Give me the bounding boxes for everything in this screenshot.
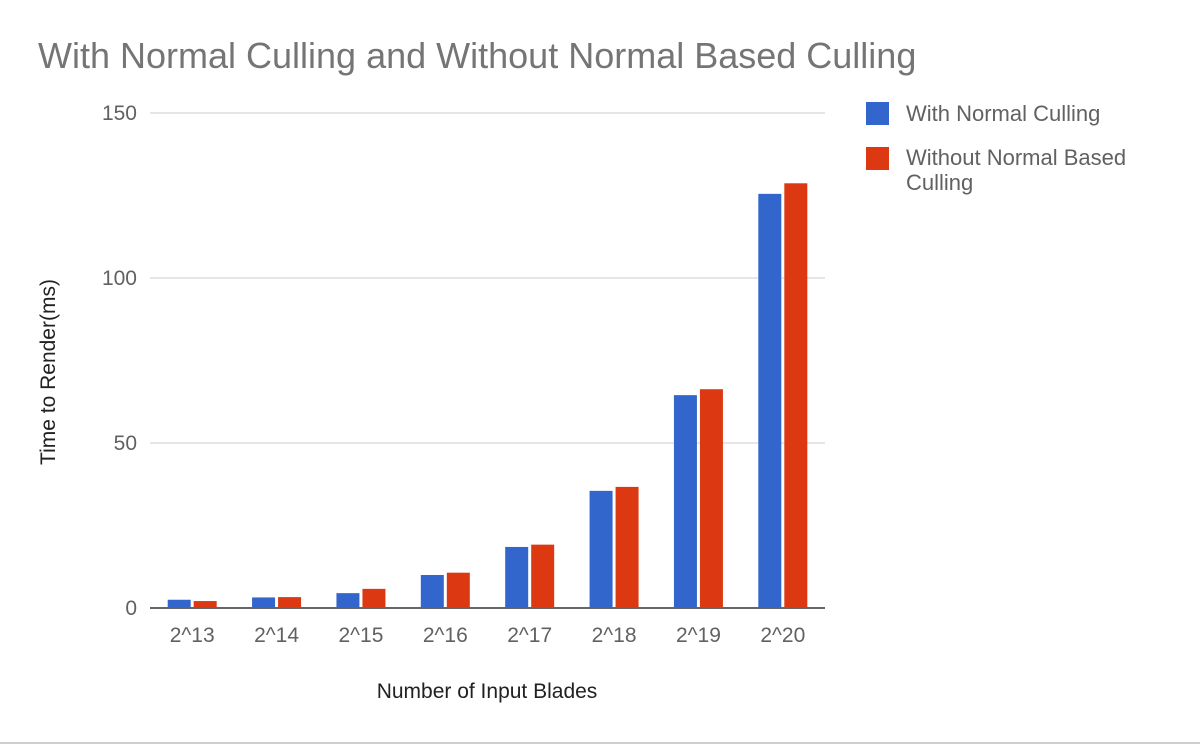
- bar-2^18-series-2: [615, 486, 639, 608]
- bar-2^15-series-2: [362, 588, 386, 608]
- bar-2^19-series-1: [673, 395, 697, 608]
- x-tick-label: 2^13: [170, 624, 215, 647]
- x-tick-label: 2^17: [507, 624, 552, 647]
- y-tick-label: 0: [125, 597, 137, 620]
- bar-2^20-series-2: [784, 183, 808, 609]
- legend-label-series-2: Without Normal Based Culling: [906, 145, 1126, 195]
- x-tick-label: 2^18: [592, 624, 637, 647]
- bar-2^15-series-1: [336, 593, 360, 608]
- legend-swatch-series-1: [866, 102, 889, 125]
- x-tick-label: 2^16: [423, 624, 468, 647]
- y-axis-label: Time to Render(ms): [37, 279, 60, 465]
- bar-2^14-series-2: [278, 597, 302, 608]
- bars: [167, 183, 808, 609]
- bar-2^13-series-2: [193, 601, 217, 608]
- x-tick-label: 2^14: [254, 624, 299, 647]
- legend: With Normal Culling Without Normal Based C…: [866, 101, 1126, 195]
- bar-2^17-series-1: [505, 546, 529, 608]
- y-tick-label: 50: [114, 432, 137, 455]
- bar-2^20-series-1: [758, 193, 782, 608]
- x-tick-label: 2^19: [676, 624, 721, 647]
- y-tick-label: 150: [102, 102, 137, 125]
- bar-2^14-series-1: [252, 597, 276, 608]
- y-axis-ticks: 0 50 100 150: [102, 102, 137, 620]
- bar-2^13-series-1: [167, 599, 191, 608]
- bar-2^16-series-1: [420, 575, 444, 608]
- x-tick-label: 2^20: [760, 624, 805, 647]
- legend-swatch-series-2: [866, 147, 889, 170]
- bottom-divider: [0, 742, 1200, 744]
- bar-2^19-series-2: [699, 389, 723, 608]
- x-tick-label: 2^15: [338, 624, 383, 647]
- y-tick-label: 100: [102, 267, 137, 290]
- bar-2^16-series-2: [446, 572, 470, 608]
- chart-title: With Normal Culling and Without Normal B…: [38, 35, 916, 76]
- legend-label-series-1: With Normal Culling: [906, 101, 1100, 126]
- x-axis-ticks: 2^13 2^14 2^15 2^16 2^17 2^18 2^19 2^20: [170, 624, 806, 647]
- gridlines: [150, 112, 825, 609]
- bar-2^18-series-1: [589, 490, 613, 608]
- x-axis-label: Number of Input Blades: [377, 680, 598, 703]
- bar-2^17-series-2: [531, 544, 555, 608]
